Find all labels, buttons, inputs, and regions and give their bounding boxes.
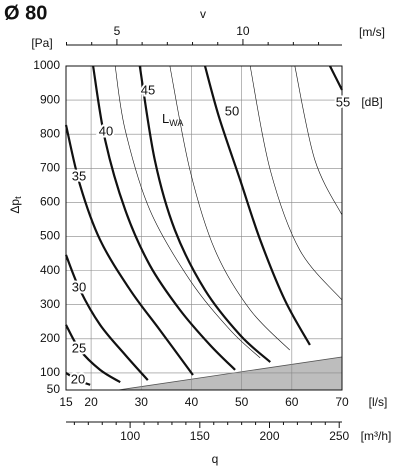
top-tick-label: 5: [114, 24, 121, 38]
x2-tick-label: 200: [259, 429, 279, 443]
top-axis-unit: [m/s]: [359, 25, 385, 39]
x-tick-label: 15: [59, 395, 73, 409]
x2-tick-label: 250: [329, 429, 349, 443]
db-curve: [65, 324, 121, 384]
x2-tick-label: 150: [190, 429, 210, 443]
annotation: LWA: [162, 111, 183, 128]
curve-label: 35: [72, 168, 86, 183]
db-curve: [65, 372, 91, 386]
y-tick-label: 50: [47, 382, 61, 396]
y-tick-label: 600: [40, 195, 60, 209]
y-tick-label: 300: [40, 297, 60, 311]
curve-label: 25: [72, 340, 86, 355]
chart-title: Ø 80: [4, 2, 47, 24]
db-curve-thin: [114, 65, 261, 359]
db-curve-thin: [169, 65, 291, 351]
x-tick-label: 30: [135, 395, 149, 409]
annotation-text: L: [162, 111, 169, 126]
y-unit: [Pa]: [31, 36, 52, 50]
db-curve: [64, 124, 194, 376]
y-label-text: Δp: [8, 199, 22, 214]
curve-label: 20: [71, 371, 85, 386]
y-tick-label: 1000: [33, 58, 60, 72]
shaded-region: [118, 356, 343, 391]
top-tick-label: 10: [236, 24, 250, 38]
db-curve: [203, 65, 311, 346]
db-curve: [64, 254, 149, 381]
y-tick-label: 200: [40, 331, 60, 345]
y-tick-label: 900: [40, 92, 60, 106]
curve-unit: [dB]: [361, 95, 382, 109]
y-tick-label: 500: [40, 229, 60, 243]
x-tick-label: 60: [285, 395, 299, 409]
x-tick-label: 70: [335, 395, 349, 409]
curve-label: 40: [99, 123, 113, 138]
y-tick-label: 400: [40, 263, 60, 277]
db-curve: [328, 65, 343, 91]
annotation-sub: WA: [169, 118, 183, 128]
curve-label: 55: [336, 94, 350, 109]
db-curve: [138, 65, 271, 363]
curve-label: 45: [141, 82, 155, 97]
x-tick-label: 20: [84, 395, 98, 409]
y-label-sub: t: [13, 196, 23, 199]
y-axis-label: Δpt: [8, 196, 23, 214]
db-curve-thin: [249, 65, 343, 301]
x2-tick-label: 100: [120, 429, 140, 443]
x-unit: [l/s]: [369, 395, 388, 409]
curve-label: 50: [225, 103, 239, 118]
x-tick-label: 50: [235, 395, 249, 409]
x-tick-label: 40: [185, 395, 199, 409]
y-tick-label: 100: [40, 365, 60, 379]
y-tick-label: 700: [40, 160, 60, 174]
top-axis-label: v: [200, 7, 206, 21]
x-axis-label: q: [212, 452, 219, 466]
x2-unit: [m³/h]: [361, 429, 392, 443]
plot-frame: [65, 65, 343, 391]
db-curve: [92, 65, 236, 371]
y-tick-label: 800: [40, 126, 60, 140]
curve-label: 30: [72, 279, 86, 294]
db-curve-thin: [294, 65, 343, 216]
